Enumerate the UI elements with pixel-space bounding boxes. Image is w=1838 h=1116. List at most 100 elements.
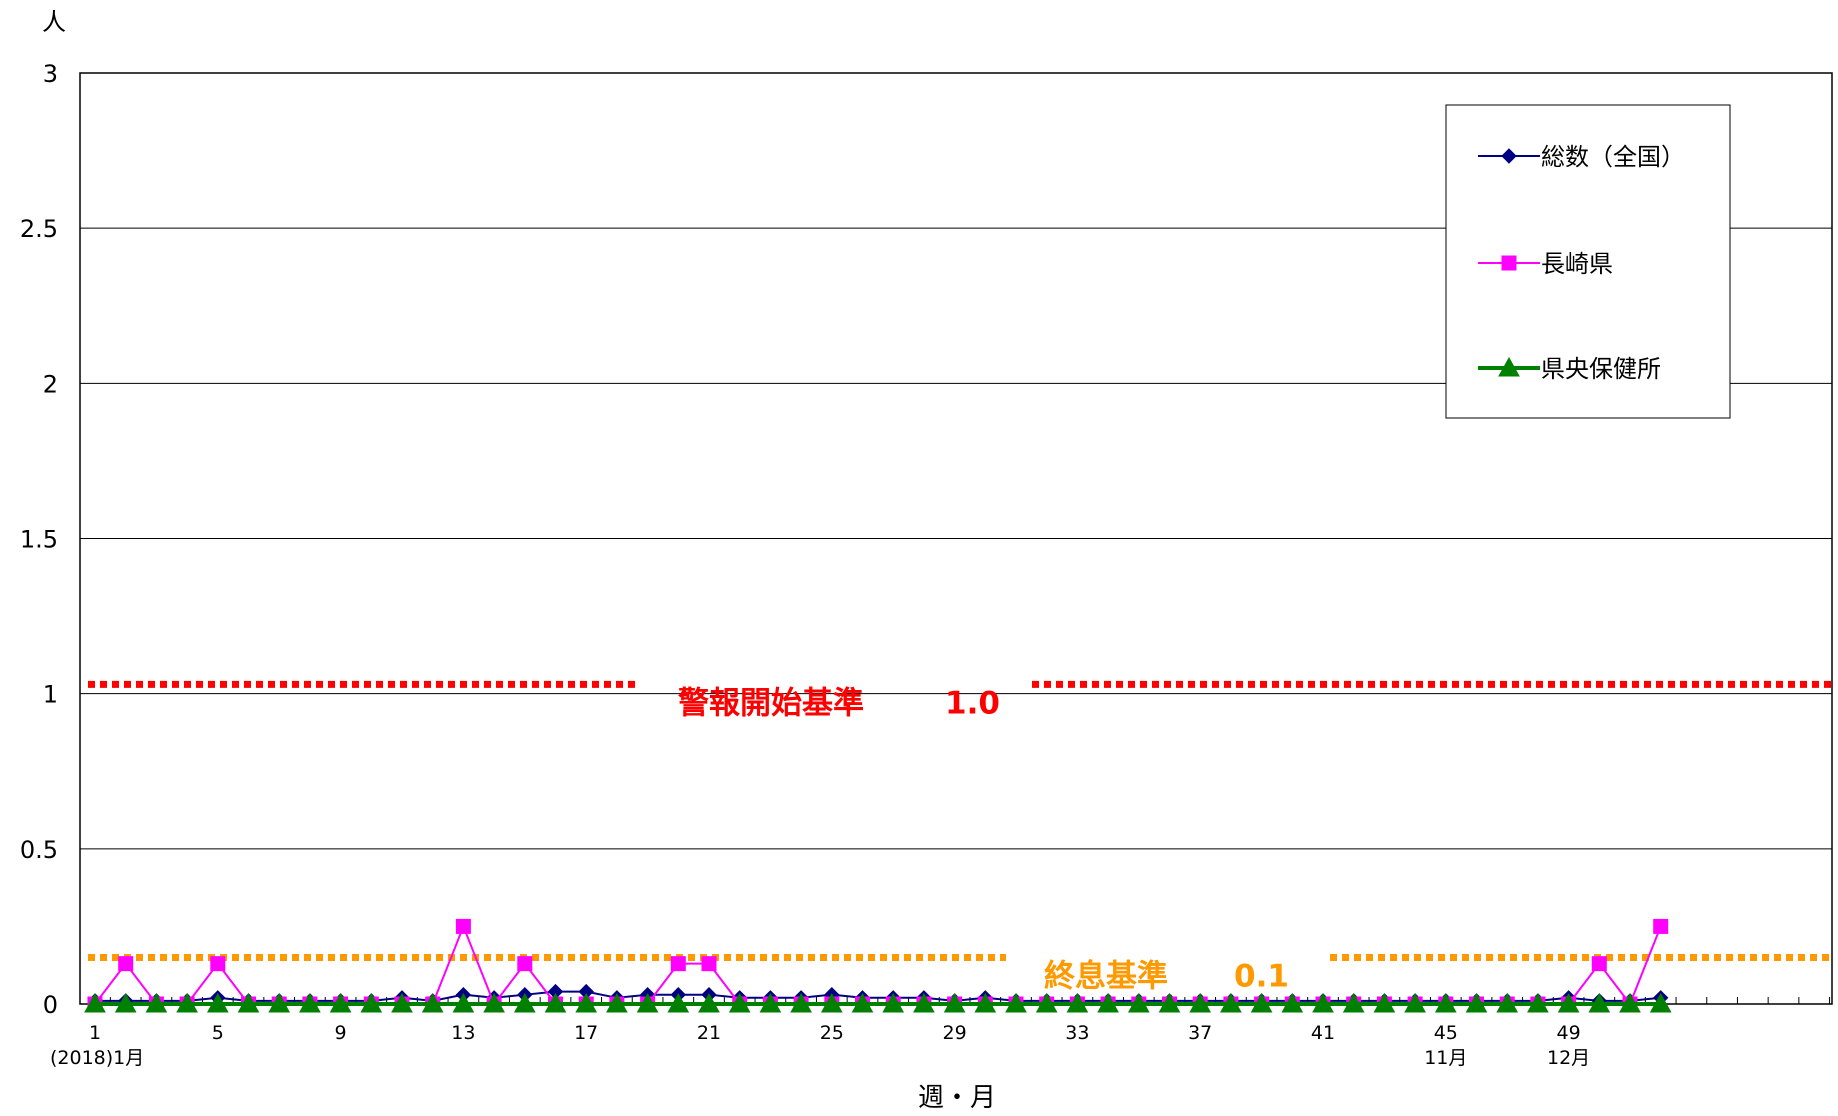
legend-label: 県央保健所 <box>1541 355 1661 383</box>
data-point <box>268 992 291 1013</box>
data-point <box>1066 992 1089 1013</box>
data-point <box>820 992 843 1013</box>
x-tick-label: 17 <box>574 1022 598 1044</box>
data-point <box>360 992 383 1013</box>
x-tick-label: 37 <box>1188 1022 1212 1044</box>
legend-marker <box>1501 148 1517 164</box>
series-triangle <box>84 992 1672 1013</box>
x-axis-label: 週・月 <box>918 1083 996 1113</box>
x-tick-label: 5 <box>212 1022 224 1044</box>
data-point <box>1281 992 1304 1013</box>
legend-label: 総数（全国） <box>1541 143 1685 171</box>
y-tick-label: 0.5 <box>20 836 58 864</box>
data-point <box>1097 992 1119 1013</box>
data-point <box>1035 992 1058 1013</box>
y-tick-label: 1.5 <box>20 526 58 554</box>
data-point <box>882 992 905 1013</box>
data-point <box>575 992 598 1013</box>
y-tick-label: 0 <box>43 991 58 1019</box>
threshold-label: 終息基準 <box>1044 958 1168 994</box>
data-point <box>329 992 352 1013</box>
data-point <box>701 956 717 972</box>
data-point <box>145 992 168 1013</box>
data-point <box>84 992 106 1013</box>
legend-label: 長崎県 <box>1541 250 1613 278</box>
data-point <box>790 992 812 1013</box>
data-point <box>1220 992 1242 1013</box>
data-point <box>299 992 321 1013</box>
data-point <box>513 992 536 1013</box>
data-point <box>1189 992 1212 1013</box>
data-point <box>1619 992 1641 1013</box>
data-point <box>728 992 751 1013</box>
threshold-value-label: 0.1 <box>1234 958 1289 994</box>
y-tick-label: 1 <box>43 681 58 709</box>
data-point <box>455 918 471 934</box>
data-point <box>1557 992 1580 1013</box>
data-point <box>517 956 533 972</box>
data-point <box>974 992 997 1013</box>
data-point <box>421 992 444 1013</box>
data-point <box>176 992 198 1013</box>
data-point <box>1496 992 1519 1013</box>
data-point <box>1250 992 1273 1013</box>
x-tick-label: 33 <box>1065 1022 1089 1044</box>
y-tick-label: 2 <box>43 370 58 398</box>
x-axis-tick-labels: 1 5 9 13 17 21 25 29 33 37 41 45 49 <box>89 1022 1581 1044</box>
x-tick-label: 45 <box>1434 1022 1458 1044</box>
data-point <box>237 992 260 1013</box>
data-point <box>670 956 686 972</box>
y-axis-tick-labels: 0 0.5 1 1.5 2 2.5 3 <box>20 60 58 1019</box>
data-point <box>1653 918 1669 934</box>
gridlines <box>80 227 1832 850</box>
x-tick-label: 9 <box>335 1022 347 1044</box>
x-axis-month-labels: (2018)1月 11月 12月 <box>50 1047 1590 1069</box>
legend-marker <box>1501 255 1517 271</box>
threshold-value-label: 1.0 <box>945 685 1000 721</box>
data-point <box>1158 992 1181 1013</box>
data-point <box>943 992 966 1013</box>
data-point <box>1373 992 1396 1013</box>
threshold-label: 警報開始基準 <box>678 685 864 721</box>
data-point <box>1591 956 1607 972</box>
data-point <box>118 956 134 972</box>
y-tick-label: 2.5 <box>20 215 58 243</box>
x-tick-label: 1 <box>89 1022 101 1044</box>
data-point <box>1005 992 1027 1013</box>
x-tick-label: 13 <box>451 1022 475 1044</box>
data-point <box>483 992 505 1013</box>
x-tick-label: 29 <box>943 1022 967 1044</box>
threshold-lines: 警報開始基準 1.0 終息基準 0.1 <box>88 680 1832 994</box>
data-point <box>851 992 874 1013</box>
x-tick-label: 25 <box>820 1022 844 1044</box>
data-point <box>1342 992 1365 1013</box>
legend-marker <box>1498 356 1520 377</box>
data-point <box>1404 992 1426 1013</box>
data-point <box>1434 992 1457 1013</box>
data-point <box>206 992 229 1013</box>
data-point <box>913 992 935 1013</box>
series-line <box>95 990 1661 1002</box>
data-point <box>1465 992 1488 1013</box>
legend-box <box>1445 104 1731 419</box>
data-point <box>210 956 226 972</box>
x-tick-label: 41 <box>1311 1022 1335 1044</box>
data-point <box>1127 992 1150 1013</box>
data-point <box>606 992 628 1013</box>
data-point <box>1312 992 1334 1013</box>
y-axis-unit-label: 人 <box>42 8 66 36</box>
data-point <box>544 992 567 1013</box>
month-label: 12月 <box>1547 1047 1590 1069</box>
data-point <box>759 992 782 1013</box>
data-series <box>84 918 1672 1013</box>
data-point <box>1527 992 1549 1013</box>
month-label: (2018)1月 <box>50 1047 144 1069</box>
data-point <box>698 992 720 1013</box>
data-point <box>114 992 137 1013</box>
data-point <box>391 992 413 1013</box>
y-tick-label: 3 <box>43 60 58 88</box>
x-tick-label: 49 <box>1557 1022 1581 1044</box>
data-point <box>1588 992 1611 1013</box>
